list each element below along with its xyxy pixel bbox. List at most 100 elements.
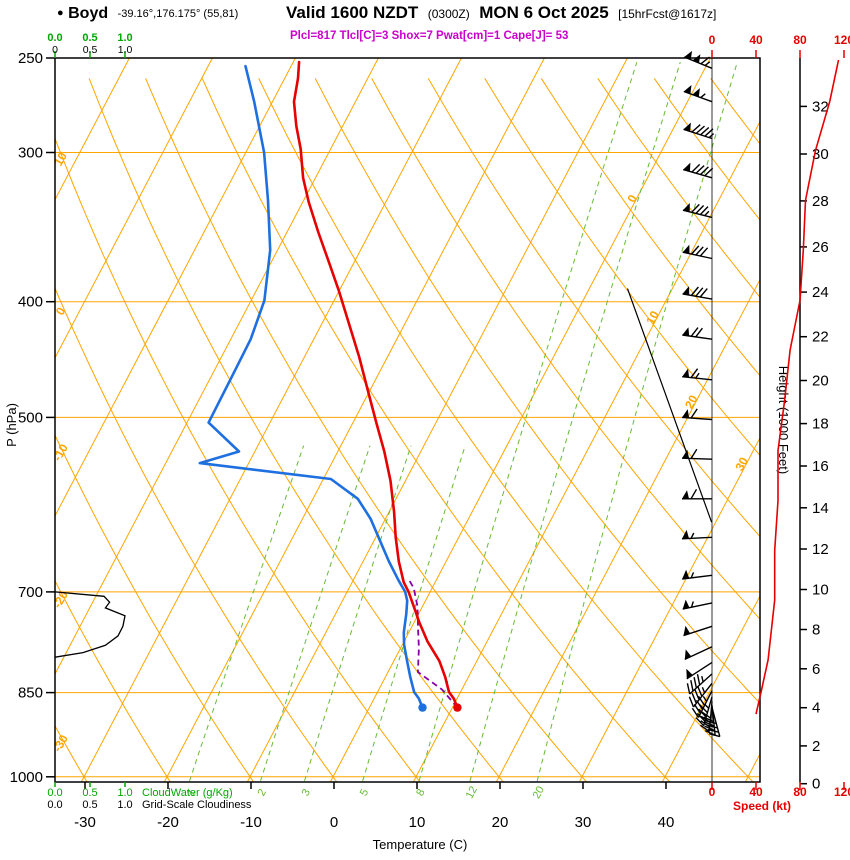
plot-border (54, 57, 761, 783)
wind-barb (682, 408, 713, 421)
height-tick-label: 0 (812, 776, 820, 793)
barb-full-feather (695, 327, 703, 338)
pressure-tick-label: 250 (18, 50, 43, 67)
wind-barb (684, 646, 713, 661)
isotherm-label: 10 (643, 308, 662, 327)
mixing-ratio-label: 3 (300, 787, 313, 798)
temperature-curve (292, 60, 459, 709)
speed-tick-label: 0 (709, 33, 716, 47)
barb-full-feather (690, 327, 699, 337)
barb-full-feather (693, 703, 701, 714)
barb-half-feather (701, 675, 704, 683)
wind-barb (691, 690, 713, 718)
barb-staff (682, 376, 713, 381)
barb-half-feather (704, 61, 711, 67)
dry-adiabat-line (540, 78, 760, 377)
cloudiness-bottom-label: 0.0 (47, 799, 62, 811)
mixing-ratio-lines (189, 61, 738, 782)
barb-pennant (692, 88, 700, 97)
pressure-tick-label: 300 (18, 145, 43, 162)
barb-half-feather (703, 703, 710, 709)
mixing-ratio-label: 5 (358, 787, 371, 798)
barb-full-feather (691, 692, 697, 704)
pressure-tick-label: 500 (18, 409, 43, 426)
isotherm-line (246, 58, 628, 782)
mixing-ratio-label: 1 (185, 787, 198, 798)
speed-tick-label: 40 (749, 33, 763, 47)
barb-full-feather (690, 286, 699, 296)
mixing-ratio-line (536, 61, 738, 782)
barb-full-feather (694, 689, 700, 701)
temperature-tick-label: 20 (492, 814, 509, 831)
barb-pennant (682, 529, 689, 539)
dry-adiabat-label: -10 (50, 441, 71, 463)
cloudwater-top-label: 0.5 (82, 32, 97, 44)
barb-half-feather (695, 372, 700, 379)
barb-full-feather (691, 707, 699, 718)
speed-tick-label: 80 (793, 33, 807, 47)
valid-time-title: Valid 1600 NZDT (0300Z) MON 6 Oct 2025 [… (286, 3, 716, 23)
barb-full-feather (695, 699, 704, 710)
barb-full-feather (696, 712, 706, 722)
speed-tick-label: 40 (749, 785, 763, 799)
barb-pennant (682, 409, 690, 418)
height-tick-label: 24 (812, 284, 829, 301)
pressure-tick-label: 850 (18, 685, 43, 702)
barb-full-feather (700, 126, 710, 136)
isotherm-label: 0 (624, 192, 640, 205)
barb-full-feather (691, 163, 701, 173)
barb-full-feather (690, 488, 698, 500)
temperature-tick-label: -30 (74, 814, 96, 831)
barb-half-feather (701, 686, 706, 694)
barb-pennant (686, 668, 693, 679)
barb-half-feather (700, 93, 706, 99)
sounding-parameters: Plcl=817 Tlcl[C]=3 Shox=7 Pwat[cm]=1 Cap… (290, 30, 569, 42)
barb-staff (683, 128, 713, 140)
wind-barb (683, 50, 713, 69)
isotherm-label: 30 (732, 455, 751, 474)
temperature-tick-label: -10 (240, 814, 262, 831)
mixing-ratio-label: 12 (464, 784, 480, 800)
dry-adiabat-line (258, 78, 754, 782)
isotherm-line (412, 120, 760, 782)
barb-full-feather (686, 683, 691, 695)
skewt-grid (55, 58, 760, 782)
speed-profile-line (755, 59, 840, 715)
barb-full-feather (704, 128, 714, 137)
isotherm-line (578, 436, 760, 782)
isotherm-line (661, 594, 760, 782)
temperature-tick-label: 10 (409, 814, 426, 831)
height-tick-label: 10 (812, 582, 829, 599)
diagonal-reference-line (626, 288, 713, 523)
barb-full-feather (690, 368, 699, 379)
cloudwater-top-label: 1.0 (117, 32, 132, 44)
barb-full-feather (695, 246, 704, 256)
barb-full-feather (699, 247, 709, 257)
isotherm-line (495, 278, 760, 782)
barb-full-feather (700, 166, 709, 176)
cloudiness-axis-title: Grid-Scale Cloudiness (142, 799, 252, 811)
barb-full-feather (706, 724, 718, 729)
barb-pennant (682, 327, 690, 336)
wind-barb (682, 244, 713, 260)
cloudwater-scales: 0.0 0.5 1.0 0 0.5 1.0 0.0 0.5 1.0 CloudWater (g/K… (47, 32, 252, 811)
temperature-tick-label: -20 (157, 814, 179, 831)
barb-pennant (682, 203, 690, 212)
speed-axis (711, 50, 845, 790)
station-bullet-icon: ● (57, 7, 64, 19)
wind-barb (686, 661, 713, 680)
barb-full-feather (690, 408, 698, 419)
valid-date: MON 6 Oct 2025 (474, 3, 614, 22)
barb-full-feather (699, 724, 710, 733)
isotherm-line (163, 58, 545, 782)
barb-full-feather (705, 720, 717, 725)
isotherm-line (744, 752, 760, 782)
barb-full-feather (708, 733, 720, 738)
speed-axis-title: Speed (kt) (733, 799, 791, 813)
mixing-ratio-line (304, 445, 412, 782)
barb-half-feather (690, 601, 694, 608)
wind-barb (683, 625, 713, 637)
barb-pennant (682, 286, 690, 296)
dry-adiabat-line (314, 78, 760, 705)
